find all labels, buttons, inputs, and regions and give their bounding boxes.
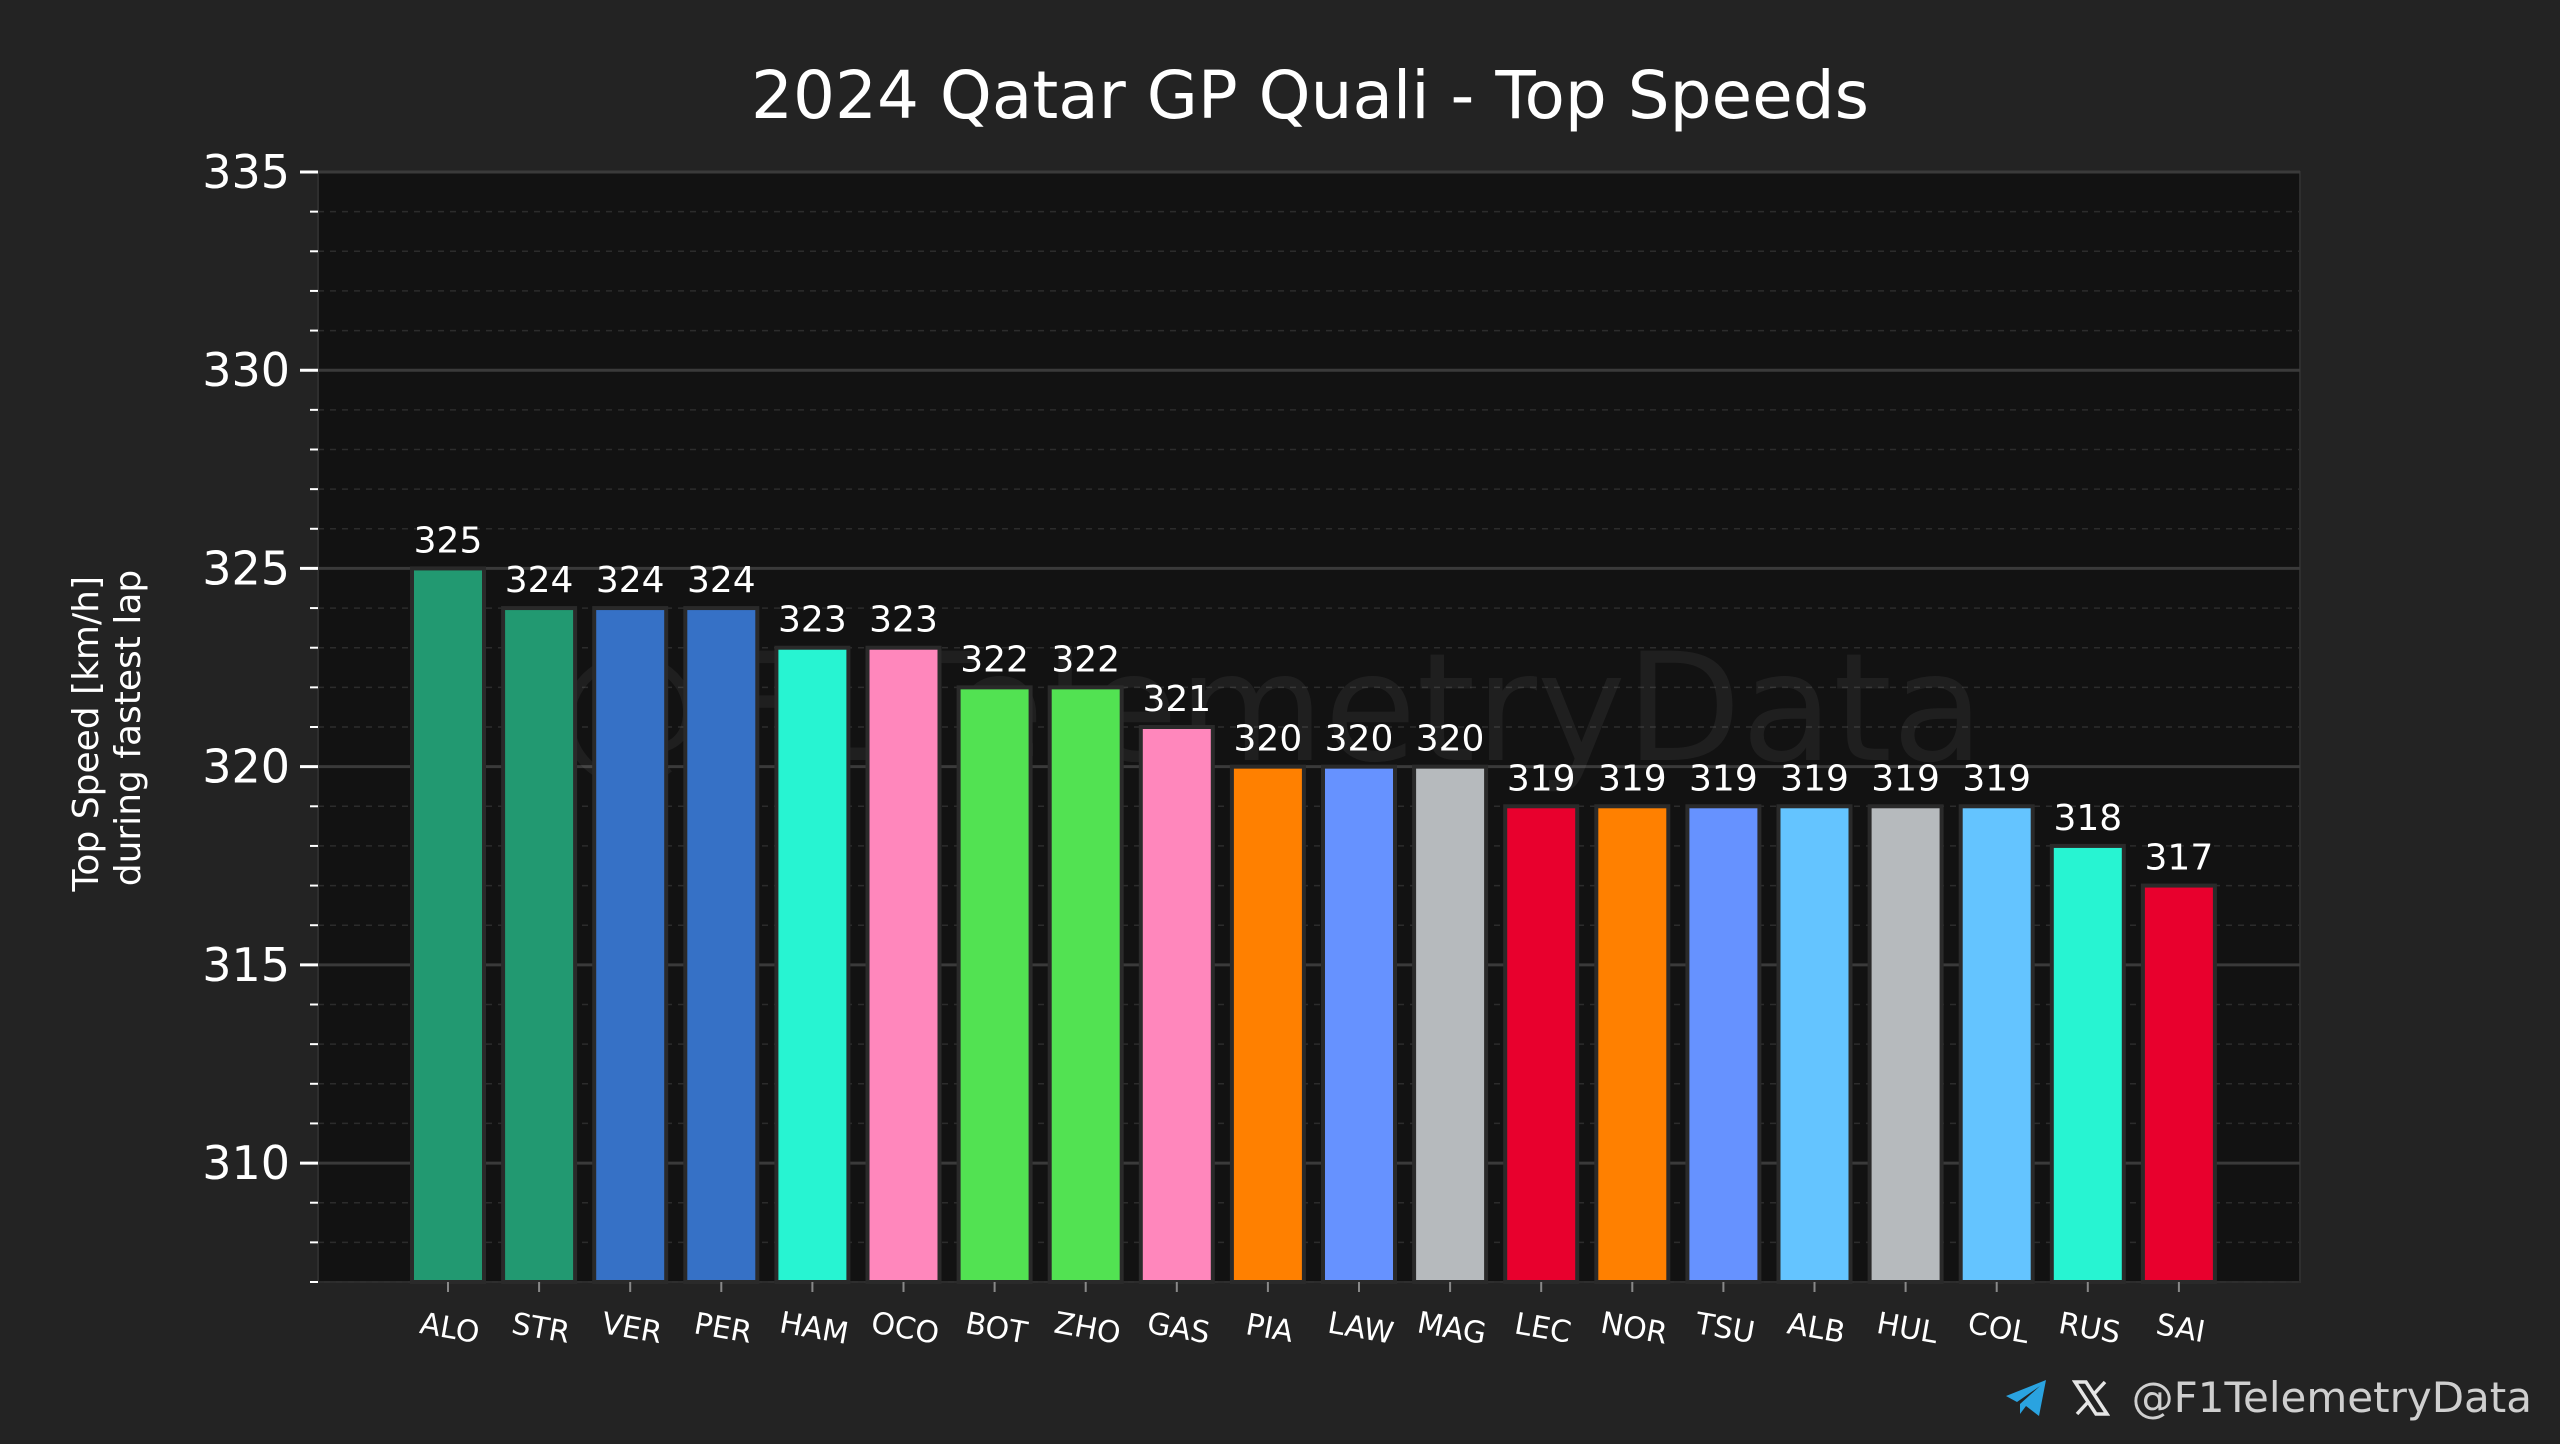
bar-col bbox=[1958, 804, 2035, 1284]
x-tick-label: RUS bbox=[2056, 1306, 2123, 1351]
x-tick-label: COL bbox=[1965, 1306, 2032, 1351]
bars: 325 324 324 324 323 323 322 322 321 320 320 320 319 3… bbox=[410, 520, 2217, 1285]
bar-value-label: 319 bbox=[1507, 758, 1576, 799]
bar-pia bbox=[1229, 764, 1306, 1284]
bar-value-label: 322 bbox=[960, 639, 1029, 680]
bar-value-label: 319 bbox=[1689, 758, 1758, 799]
bar-value-label: 321 bbox=[1142, 679, 1211, 720]
x-tick-label: STR bbox=[509, 1306, 572, 1351]
x-tick-label: GAS bbox=[1144, 1306, 1212, 1351]
bar-value-label: 320 bbox=[1325, 719, 1394, 760]
x-tick-label: ALO bbox=[417, 1306, 482, 1351]
y-tick-label: 330 bbox=[202, 343, 290, 397]
bar-value-label: 323 bbox=[869, 600, 938, 641]
bar-sai bbox=[2140, 883, 2217, 1284]
y-axis-title: Top Speed [km/h] during fastest lap bbox=[66, 565, 149, 893]
x-icon[interactable] bbox=[2071, 1379, 2110, 1417]
x-tick-label: SAI bbox=[2153, 1307, 2207, 1350]
x-tick-label: LAW bbox=[1325, 1306, 1396, 1352]
bar-value-label: 319 bbox=[1871, 758, 1940, 799]
bar-zho bbox=[1047, 685, 1124, 1284]
bar-value-label: 320 bbox=[1416, 719, 1485, 760]
telegram-icon[interactable] bbox=[2004, 1378, 2050, 1418]
x-tick-label: LEC bbox=[1512, 1306, 1574, 1350]
bar-str bbox=[501, 606, 578, 1284]
bar-tsu bbox=[1685, 804, 1762, 1284]
bar-value-label: 319 bbox=[1780, 758, 1849, 799]
bar-value-label: 318 bbox=[2053, 798, 2122, 839]
y-tick-label: 325 bbox=[202, 541, 290, 595]
bar-value-label: 317 bbox=[2145, 838, 2214, 879]
y-tick-label: 315 bbox=[202, 938, 290, 992]
x-tick-label: HUL bbox=[1874, 1306, 1941, 1351]
footer-handle[interactable]: @F1TelemetryData bbox=[2131, 1373, 2532, 1422]
bar-rus bbox=[2049, 843, 2126, 1285]
bar-nor bbox=[1594, 804, 1671, 1284]
x-tick-label: OCO bbox=[869, 1305, 942, 1351]
bar-value-label: 319 bbox=[1598, 758, 1667, 799]
bar-ver bbox=[592, 606, 669, 1284]
bar-value-label: 324 bbox=[505, 560, 574, 601]
bar-alo bbox=[410, 566, 486, 1284]
footer: @F1TelemetryData bbox=[2004, 1373, 2532, 1422]
bar-law bbox=[1321, 764, 1397, 1284]
bar-oco bbox=[865, 645, 942, 1284]
bar-gas bbox=[1138, 725, 1215, 1284]
bar-value-label: 322 bbox=[1051, 639, 1120, 680]
bar-bot bbox=[956, 685, 1033, 1284]
x-tick-label: PIA bbox=[1243, 1307, 1296, 1350]
x-tick-label: VER bbox=[599, 1306, 664, 1351]
x-tick-label: PER bbox=[691, 1306, 754, 1351]
x-tick-label: NOR bbox=[1598, 1306, 1670, 1352]
x-tick-label: TSU bbox=[1692, 1306, 1757, 1351]
y-axis: 310 315 320 325 330 335 bbox=[202, 145, 318, 1283]
bar-ham bbox=[774, 645, 851, 1284]
y-axis-title-line-1: Top Speed [km/h] bbox=[66, 576, 107, 892]
x-tick-label: HAM bbox=[777, 1305, 851, 1351]
x-axis: ALO STR VER PER HAM OCO BOT ZHO GAS PIA LAW MAG LEC N… bbox=[417, 1282, 2208, 1352]
bar-alb bbox=[1776, 804, 1853, 1284]
x-tick-label: ZHO bbox=[1051, 1306, 1123, 1352]
bar-value-label: 320 bbox=[1234, 719, 1303, 760]
bar-value-label: 325 bbox=[414, 520, 483, 561]
bar-hul bbox=[1867, 804, 1944, 1284]
bar-lec bbox=[1503, 804, 1580, 1284]
x-tick-label: MAG bbox=[1415, 1305, 1489, 1351]
bar-value-label: 319 bbox=[1962, 758, 2031, 799]
bar-per bbox=[683, 606, 760, 1284]
bar-value-label: 324 bbox=[596, 560, 665, 601]
chart-title: 2024 Qatar GP Quali - Top Speeds bbox=[751, 57, 1869, 134]
y-tick-label: 310 bbox=[202, 1136, 290, 1190]
x-tick-label: ALB bbox=[1785, 1306, 1848, 1351]
y-axis-title-line-2: during fastest lap bbox=[108, 570, 149, 887]
y-tick-label: 320 bbox=[202, 740, 290, 794]
bar-value-label: 324 bbox=[687, 560, 756, 601]
bar-mag bbox=[1412, 764, 1489, 1284]
bar-value-label: 323 bbox=[778, 600, 847, 641]
y-tick-label: 335 bbox=[202, 145, 290, 199]
x-tick-label: BOT bbox=[963, 1306, 1031, 1351]
